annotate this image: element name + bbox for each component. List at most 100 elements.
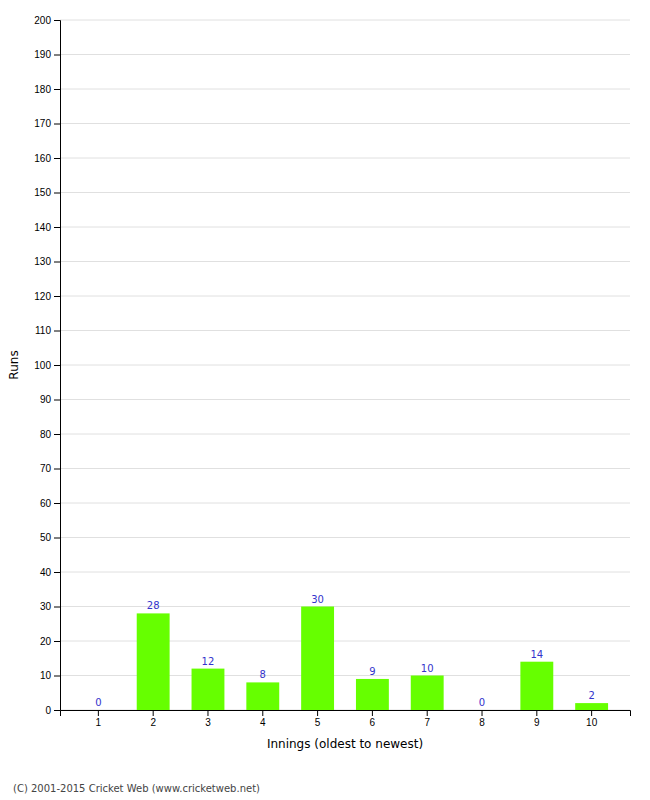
- x-tick: 2: [150, 710, 156, 728]
- bar: [466, 710, 499, 711]
- y-tick: 130: [34, 256, 60, 267]
- x-tick-mark: [591, 710, 592, 716]
- y-tick-mark: [54, 469, 60, 470]
- data-label: 0: [95, 697, 101, 708]
- x-tick-mark: [482, 710, 483, 716]
- y-tick-label: 20: [40, 636, 52, 647]
- data-label: 10: [421, 663, 434, 674]
- x-tick-label: 9: [534, 717, 540, 728]
- y-tick-mark: [54, 193, 60, 194]
- grid-line: [60, 20, 630, 21]
- y-tick-mark: [54, 503, 60, 504]
- plot: 1234567891001020304050607080901001101201…: [34, 15, 630, 728]
- y-tick-mark: [54, 55, 60, 56]
- data-label: 28: [147, 600, 160, 611]
- y-tick-label: 150: [34, 187, 51, 198]
- y-tick: 40: [40, 567, 60, 578]
- data-labels: 028128309100142: [95, 594, 595, 709]
- x-tick: 5: [315, 710, 321, 728]
- bar: [246, 682, 279, 710]
- y-tick-label: 70: [40, 463, 52, 474]
- y-tick-mark: [54, 124, 60, 125]
- bar: [520, 662, 553, 710]
- footer: (C) 2001-2015 Cricket Web (www.cricketwe…: [13, 783, 260, 794]
- y-axis: 0102030405060708090100110120130140150160…: [34, 15, 60, 716]
- y-tick-label: 170: [34, 118, 51, 129]
- grid-line: [60, 192, 630, 193]
- x-tick-mark: [98, 710, 99, 716]
- y-axis-title: Runs: [7, 350, 21, 379]
- x-tick: 6: [370, 710, 376, 728]
- bar: [137, 613, 170, 710]
- y-tick-mark: [54, 434, 60, 435]
- grid-line: [60, 365, 630, 366]
- grid-line: [60, 606, 630, 607]
- x-tick: 9: [534, 710, 540, 728]
- y-tick-label: 160: [34, 153, 51, 164]
- grid-line: [60, 158, 630, 159]
- x-tick-mark: [207, 710, 208, 716]
- y-tick-label: 90: [40, 394, 52, 405]
- y-tick: 120: [34, 291, 60, 302]
- x-tick-mark: [372, 710, 373, 716]
- y-tick-label: 0: [45, 705, 51, 716]
- bars: [137, 607, 608, 711]
- grid-line: [60, 434, 630, 435]
- bar: [82, 710, 115, 711]
- x-tick: 10: [586, 710, 598, 728]
- bar: [411, 676, 444, 711]
- x-tick: 8: [479, 710, 485, 728]
- y-tick: 80: [40, 429, 60, 440]
- grid-line: [60, 399, 630, 400]
- grid-line: [60, 227, 630, 228]
- grid-line: [60, 572, 630, 573]
- grid-line: [60, 89, 630, 90]
- data-label: 0: [479, 697, 485, 708]
- grid-line: [60, 503, 630, 504]
- grid-line: [60, 54, 630, 55]
- x-tick-label: 2: [150, 717, 156, 728]
- y-tick-mark: [54, 296, 60, 297]
- x-tick-label: 6: [370, 717, 376, 728]
- y-tick-label: 60: [40, 498, 52, 509]
- x-tick: 7: [424, 710, 430, 728]
- y-tick-mark: [54, 227, 60, 228]
- y-tick-label: 180: [34, 84, 51, 95]
- y-tick: 170: [34, 118, 60, 129]
- x-tick-label: 4: [260, 717, 266, 728]
- x-axis: 12345678910: [61, 710, 631, 728]
- y-tick-mark: [54, 365, 60, 366]
- y-tick-mark: [54, 89, 60, 90]
- y-tick-mark: [54, 400, 60, 401]
- x-tick-mark: [262, 710, 263, 716]
- y-tick: 110: [35, 325, 60, 336]
- grid-line: [60, 468, 630, 469]
- y-tick-mark: [54, 641, 60, 642]
- grid-line: [60, 261, 630, 262]
- y-tick: 200: [34, 15, 60, 26]
- y-tick-mark: [54, 572, 60, 573]
- y-tick: 100: [34, 360, 60, 371]
- y-tick-mark: [54, 710, 60, 711]
- y-tick-label: 190: [34, 49, 51, 60]
- y-tick: 140: [34, 222, 60, 233]
- y-tick-label: 110: [35, 325, 51, 336]
- y-tick-label: 80: [40, 429, 52, 440]
- x-tick-label: 5: [315, 717, 321, 728]
- grid-line: [60, 123, 630, 124]
- y-tick-mark: [54, 538, 60, 539]
- x-tick-mark: [427, 710, 428, 716]
- grid-line: [60, 296, 630, 297]
- y-tick-label: 120: [34, 291, 51, 302]
- y-tick-label: 40: [40, 567, 52, 578]
- bar: [192, 669, 225, 710]
- y-tick: 70: [40, 463, 60, 474]
- y-tick-mark: [54, 20, 60, 21]
- grid-line: [60, 330, 630, 331]
- y-tick-mark: [54, 676, 60, 677]
- data-label: 12: [202, 656, 215, 667]
- y-tick-label: 10: [40, 670, 52, 681]
- x-tick-mark: [153, 710, 154, 716]
- y-tick-label: 140: [34, 222, 51, 233]
- data-label: 2: [588, 690, 594, 701]
